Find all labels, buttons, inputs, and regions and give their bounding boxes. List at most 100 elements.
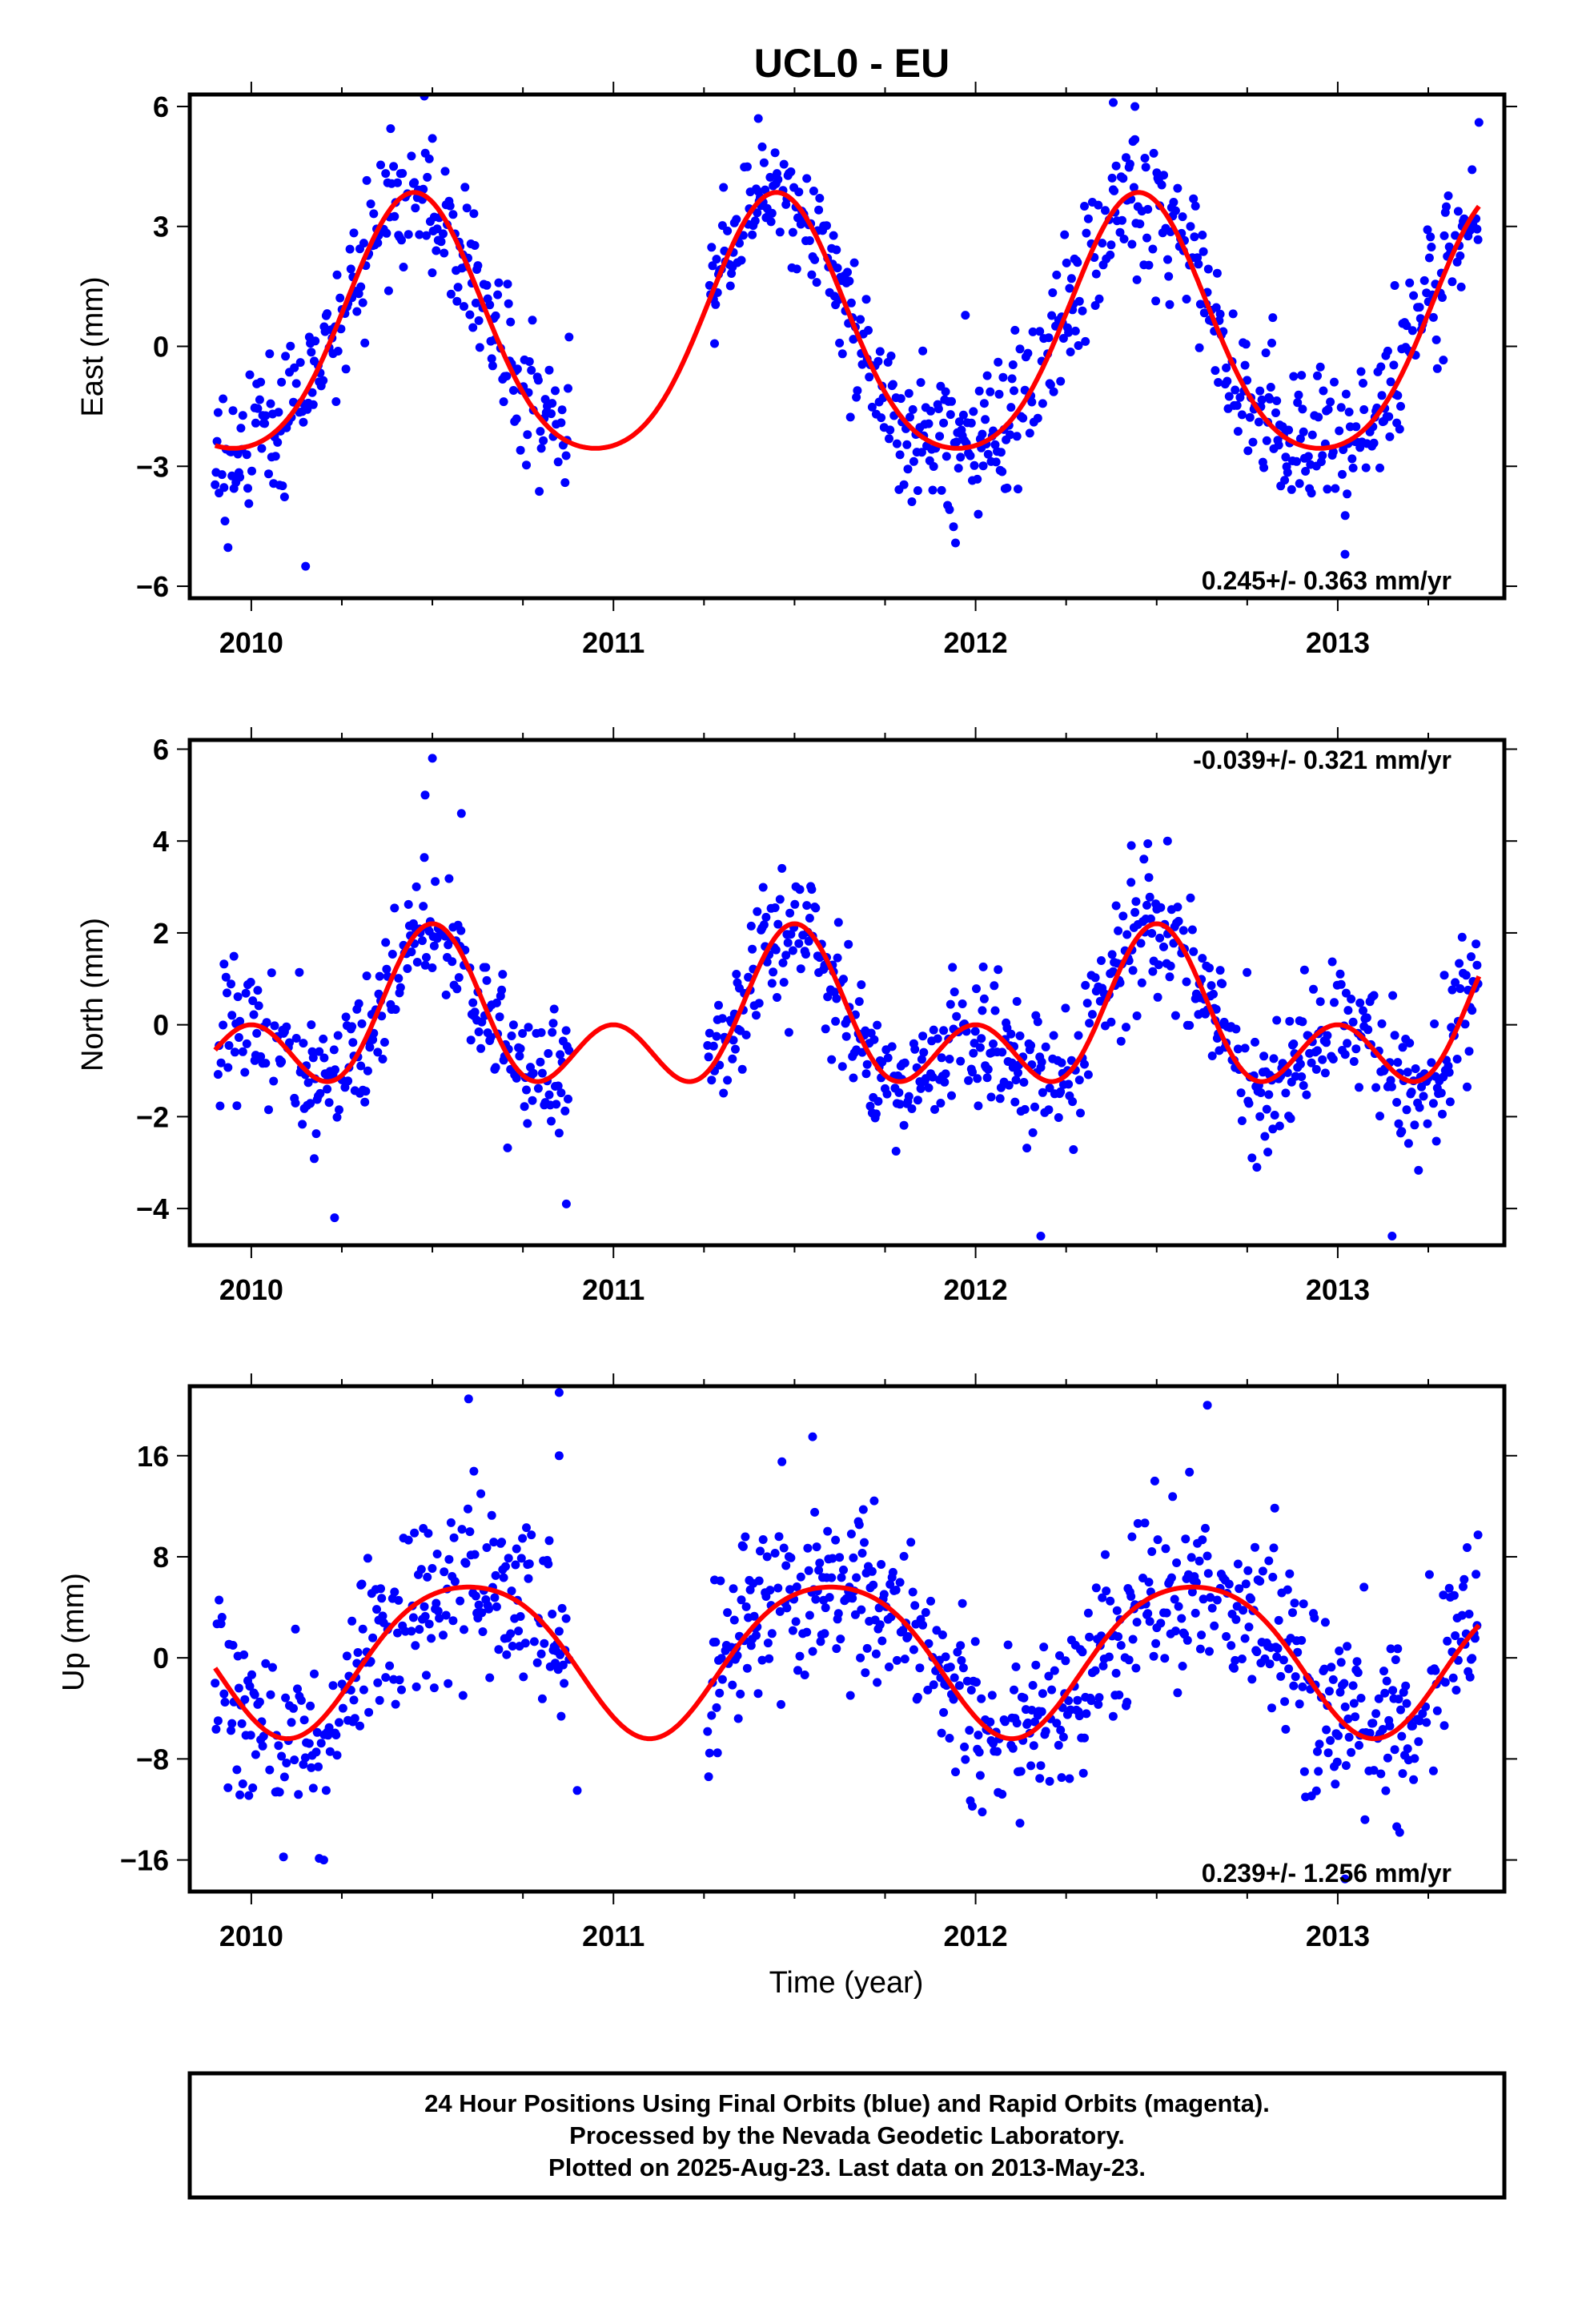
- data-point: [223, 543, 233, 553]
- data-point: [1251, 1037, 1259, 1047]
- data-point: [512, 1544, 521, 1554]
- data-point: [1456, 282, 1466, 292]
- data-point: [991, 457, 1001, 467]
- data-point: [1131, 897, 1141, 907]
- data-point: [428, 268, 437, 278]
- data-point: [1142, 900, 1151, 910]
- data-point: [522, 460, 531, 470]
- data-point: [557, 405, 567, 415]
- data-point: [833, 953, 842, 963]
- data-point: [725, 281, 735, 291]
- data-point: [986, 387, 995, 396]
- data-point: [1094, 1699, 1103, 1709]
- data-point: [1432, 364, 1442, 373]
- data-point: [1083, 1608, 1093, 1618]
- data-point: [259, 1731, 268, 1741]
- data-point: [1094, 294, 1104, 304]
- data-point: [523, 1119, 532, 1128]
- data-point: [1334, 1731, 1343, 1740]
- data-point: [759, 158, 769, 167]
- data-point: [1456, 251, 1465, 260]
- data-point: [1272, 396, 1282, 405]
- data-point: [1344, 408, 1354, 416]
- data-point: [707, 1711, 717, 1720]
- data-point: [1424, 253, 1434, 263]
- data-point: [1010, 325, 1020, 335]
- data-point: [341, 364, 351, 374]
- data-point: [515, 1051, 524, 1061]
- data-point: [1271, 408, 1280, 417]
- data-point: [415, 230, 424, 239]
- data-point: [374, 989, 383, 999]
- data-point: [1073, 258, 1082, 267]
- data-point: [308, 400, 318, 409]
- data-point: [852, 1573, 861, 1582]
- data-point: [1243, 1566, 1253, 1575]
- data-point: [1015, 1819, 1025, 1828]
- data-point: [928, 485, 938, 495]
- data-point: [1343, 1714, 1353, 1723]
- data-point: [319, 376, 328, 385]
- data-point: [1186, 1553, 1196, 1562]
- data-point: [557, 1603, 567, 1613]
- data-point: [1066, 348, 1075, 356]
- data-point: [469, 209, 479, 219]
- data-point: [1269, 1054, 1279, 1063]
- data-point: [533, 1084, 543, 1093]
- data-point: [335, 1718, 343, 1727]
- data-point: [1149, 148, 1158, 158]
- data-point: [899, 1551, 909, 1561]
- data-point: [295, 358, 305, 368]
- data-point: [1026, 1041, 1036, 1050]
- footer-line-orbits: 24 Hour Positions Using Final Orbits (bl…: [424, 2089, 1270, 2117]
- data-point: [1126, 841, 1136, 850]
- data-point: [1098, 1593, 1107, 1602]
- data-point: [1315, 997, 1325, 1007]
- data-point: [979, 994, 989, 1003]
- data-point: [892, 1655, 901, 1665]
- data-point: [827, 1573, 837, 1582]
- data-point: [422, 231, 431, 240]
- data-point: [1347, 454, 1357, 464]
- data-point: [1191, 201, 1200, 211]
- data-point: [869, 1580, 878, 1590]
- data-point: [332, 270, 342, 279]
- data-point: [294, 1790, 303, 1799]
- data-point: [1336, 979, 1346, 989]
- data-point: [422, 1671, 431, 1680]
- data-point: [1385, 1721, 1395, 1731]
- data-point: [308, 1053, 318, 1063]
- data-point: [375, 1695, 384, 1705]
- data-point: [544, 1536, 554, 1546]
- data-point: [474, 1600, 484, 1610]
- data-point: [1235, 1584, 1244, 1594]
- data-point: [1185, 1020, 1195, 1030]
- data-point: [1348, 463, 1358, 472]
- data-point: [420, 790, 430, 800]
- data-point: [1331, 484, 1340, 493]
- data-point: [1205, 1647, 1214, 1656]
- data-point: [462, 203, 472, 213]
- data-point: [441, 990, 451, 999]
- data-point: [1472, 939, 1481, 949]
- data-point: [773, 1583, 783, 1593]
- data-point: [1008, 360, 1018, 369]
- data-point: [983, 1064, 993, 1074]
- data-point: [990, 981, 999, 991]
- data-point: [915, 1663, 925, 1673]
- data-point: [1207, 981, 1216, 991]
- data-point: [1230, 1663, 1239, 1673]
- data-point: [1047, 311, 1057, 320]
- data-point: [1203, 1401, 1212, 1410]
- data-point: [873, 1678, 882, 1687]
- data-point: [299, 1759, 308, 1769]
- data-point: [975, 1043, 985, 1052]
- data-point: [1122, 930, 1132, 939]
- data-point: [410, 178, 420, 187]
- data-point: [899, 480, 909, 489]
- data-point: [248, 996, 258, 1006]
- data-point: [958, 1663, 968, 1673]
- data-point: [508, 1642, 517, 1651]
- data-point: [1444, 1583, 1454, 1593]
- data-point: [357, 1579, 367, 1589]
